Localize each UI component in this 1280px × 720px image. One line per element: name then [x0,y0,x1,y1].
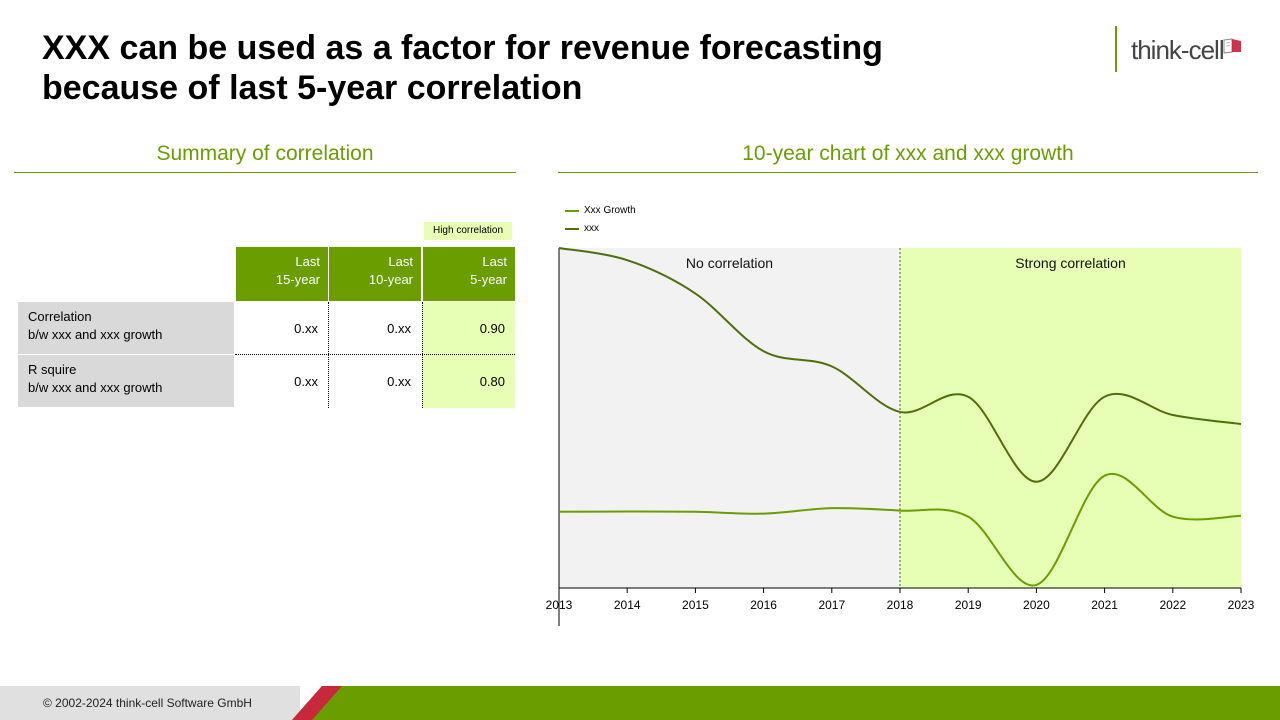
row-header-line: b/w xxx and xxx growth [28,327,163,342]
row-header-r-squire: R squire b/w xxx and xxx growth [18,355,234,407]
high-correlation-badge: High correlation [424,222,512,240]
column-header-line: Last [388,254,413,269]
column-header-line: 5-year [470,272,507,287]
table-divider [422,302,423,408]
row-header-line: b/w xxx and xxx growth [28,380,163,395]
chart-region-label: Strong correlation [1015,255,1126,271]
x-tick-label: 2015 [682,598,709,612]
table-divider [235,354,515,355]
title-line-2: because of last 5-year correlation [42,69,583,107]
chart-region-label: No correlation [686,255,773,271]
legend-item-xxx-growth: Xxx Growth [565,204,636,222]
x-tick-label: 2020 [1023,598,1050,612]
x-tick-label: 2018 [887,598,914,612]
table-cell: 0.xx [294,374,318,389]
column-header-line: Last [482,254,507,269]
column-header-line: Last [295,254,320,269]
table-cell: 0.xx [387,321,411,336]
chart-section-rule [558,172,1258,173]
chart-legend: Xxx Growth xxx [565,204,636,240]
column-header-5-year: Last 5-year [423,247,515,301]
legend-label: Xxx Growth [584,205,636,216]
series-line-1 [558,247,1242,483]
table-cell: 0.xx [387,374,411,389]
x-tick-label: 2021 [1091,598,1118,612]
row-header-line: Correlation [28,309,92,324]
table-cell-highlighted: 0.90 [422,302,515,355]
legend-swatch-xxx [565,228,579,230]
table-divider [328,302,329,408]
x-tick-label: 2022 [1159,598,1186,612]
column-header-line: 10-year [368,272,413,287]
copyright-text: © 2002-2024 think-cell Software GmbH [43,696,252,710]
summary-section-title: Summary of correlation [156,142,374,165]
page-title: XXX can be used as a factor for revenue … [42,28,1042,108]
legend-label: xxx [584,223,599,234]
logo-divider [1115,26,1117,72]
x-tick-label: 2019 [955,598,982,612]
x-tick-label: 2013 [546,598,573,612]
column-header-10-year: Last 10-year [329,247,421,301]
legend-item-xxx: xxx [565,222,636,240]
row-header-line: R squire [28,362,77,377]
legend-swatch-xxx-growth [565,210,579,212]
book-icon [1223,38,1241,54]
x-tick-label: 2017 [818,598,845,612]
column-header-line: 15-year [275,272,320,287]
table-cell: 0.xx [294,321,318,336]
footer-band [0,686,1280,720]
chart-region-0 [559,248,900,588]
series-line-0 [558,472,1242,587]
footer: © 2002-2024 think-cell Software GmbH [0,686,1280,720]
summary-section-rule [14,172,516,173]
column-header-15-year: Last 15-year [236,247,328,301]
x-tick-label: 2014 [614,598,641,612]
table-cell-highlighted: 0.80 [422,355,515,408]
x-tick-label: 2023 [1228,598,1255,612]
x-tick-label: 2016 [750,598,777,612]
chart-section-title: 10-year chart of xxx and xxx growth [742,142,1074,165]
title-line-1: XXX can be used as a factor for revenue … [42,29,883,67]
logo-text: think-cell [1131,35,1225,65]
row-header-correlation: Correlation b/w xxx and xxx growth [18,302,234,354]
line-chart: No correlation Strong correlation 2013 2014… [546,247,1255,626]
